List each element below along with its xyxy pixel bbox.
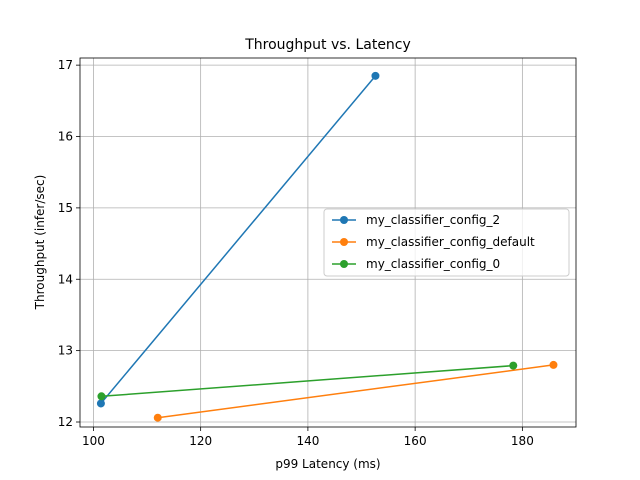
x-tick-label: 160 [404,434,427,448]
y-tick-label: 14 [58,272,73,286]
legend-label: my_classifier_config_2 [366,213,500,227]
axes-frame [79,57,577,428]
legend-box [323,208,570,277]
y-tick-label: 13 [58,344,73,358]
series-line [157,364,554,419]
y-axis-label: Throughput (infer/sec) [33,175,47,311]
x-tick-label: 120 [189,434,212,448]
legend-marker [340,260,348,268]
series-lines [96,71,558,422]
legend-label: my_classifier_config_0 [366,257,500,271]
data-point [97,392,106,401]
y-tick-label: 12 [58,415,73,429]
y-tick-label: 17 [58,58,73,72]
series-line [100,75,377,404]
ticks: 100 120 140 160 180 12 13 14 15 16 17 [58,58,534,448]
data-point [96,399,105,408]
chart-title: Throughput vs. Latency [244,37,411,53]
x-axis-label: p99 Latency (ms) [275,457,380,471]
grid [80,58,576,427]
legend-marker [340,216,348,224]
legend-label: my_classifier_config_default [366,235,535,249]
data-point [549,360,558,369]
x-tick-label: 100 [82,434,105,448]
x-tick-label: 180 [511,434,534,448]
data-point [509,361,518,370]
data-point [371,71,380,80]
y-tick-label: 15 [58,201,73,215]
data-point [153,413,162,422]
legend-marker [340,238,348,246]
series-line [101,364,514,398]
y-tick-label: 16 [58,130,73,144]
legend: my_classifier_config_2 my_classifier_conf… [323,208,570,277]
x-tick-label: 140 [296,434,319,448]
